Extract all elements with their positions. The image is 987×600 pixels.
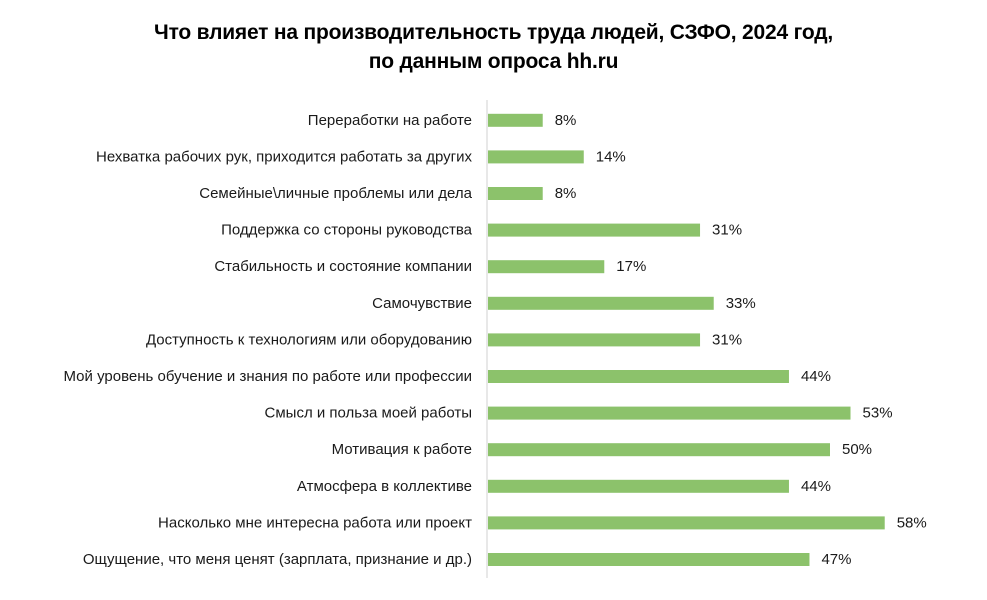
bar [488, 260, 605, 274]
chart-subtitle: по данным опроса hh.ru [368, 50, 619, 73]
data-label: 14% [596, 148, 626, 165]
data-label: 58% [897, 514, 927, 531]
category-label: Атмосфера в коллективе [297, 478, 472, 495]
data-label: 47% [821, 551, 851, 568]
category-label: Доступность к технологиям или оборудован… [146, 331, 472, 348]
bar [488, 296, 714, 310]
bar [488, 333, 701, 347]
data-label: 8% [555, 185, 577, 202]
bars-layer: Переработки на работе 8% Нехватка рабочих … [64, 112, 927, 568]
data-label: 17% [616, 258, 646, 275]
data-label: 44% [801, 478, 831, 495]
data-label: 50% [842, 441, 872, 458]
category-label: Нехватка рабочих рук, приходится работат… [96, 148, 472, 165]
bar [488, 223, 701, 237]
category-label: Ощущение, что меня ценят (зарплата, приз… [83, 551, 472, 568]
category-label: Мотивация к работе [332, 441, 472, 458]
bar [488, 150, 584, 164]
bar [488, 479, 789, 493]
category-label: Мой уровень обучение и знания по работе … [64, 368, 472, 385]
bar [488, 553, 810, 566]
bar [488, 406, 851, 420]
bar [488, 516, 885, 530]
bar [488, 443, 830, 457]
data-label: 8% [555, 112, 577, 129]
category-label: Самочувствие [372, 295, 472, 312]
category-label: Насколько мне интересна работа или проек… [158, 514, 472, 531]
data-label: 31% [712, 331, 742, 348]
category-label: Стабильность и состояние компании [214, 258, 472, 275]
bar [488, 370, 789, 383]
chart-title: Что влияет на производительность труда л… [0, 18, 987, 76]
category-label: Переработки на работе [308, 112, 472, 129]
chart-title-line-1: Что влияет на производительность труда л… [154, 21, 833, 44]
bar [488, 113, 543, 127]
data-label: 33% [726, 295, 756, 312]
data-label: 44% [801, 368, 831, 385]
category-label: Смысл и польза моей работы [265, 405, 472, 422]
category-label: Семейные\личные проблемы или дела [199, 185, 472, 202]
category-label: Поддержка со стороны руководства [221, 222, 473, 239]
bar [488, 187, 543, 200]
data-label: 53% [863, 405, 893, 422]
data-label: 31% [712, 222, 742, 239]
